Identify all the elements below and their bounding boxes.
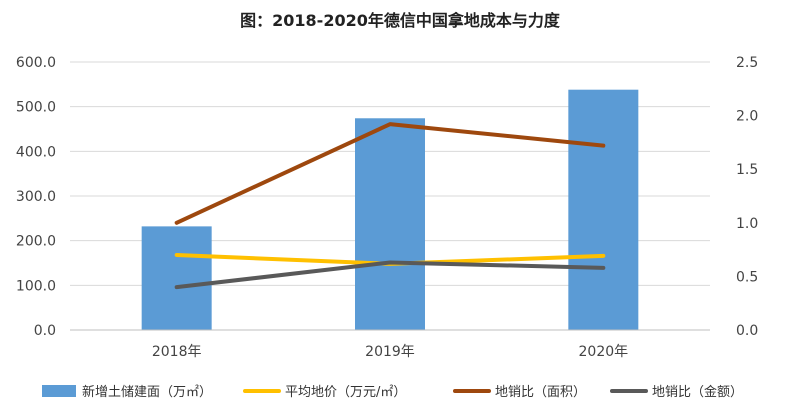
bar xyxy=(355,118,425,330)
chart-title: 图：2018-2020年德信中国拿地成本与力度 xyxy=(240,11,561,30)
line-series-path xyxy=(174,260,606,290)
y-left-tick-label: 100.0 xyxy=(16,278,56,294)
y-right-tick-label: 0.0 xyxy=(736,323,758,339)
y-left-tick-label: 200.0 xyxy=(16,234,56,250)
legend-label: 新增土储建面（万㎡） xyxy=(82,384,212,400)
x-axis: 2018年 2019年 2020年 xyxy=(70,329,710,360)
legend-swatch-bar xyxy=(42,385,76,397)
y-right-tick-label: 2.5 xyxy=(736,55,758,71)
y-right-tick-label: 2.0 xyxy=(736,109,758,125)
y-left-tick-label: 500.0 xyxy=(16,100,56,116)
y-axis-left: 0.0 100.0 200.0 300.0 400.0 500.0 600.0 xyxy=(16,55,56,339)
y-axis-right: 0.0 0.5 1.0 1.5 2.0 2.5 xyxy=(736,55,758,339)
y-left-tick-label: 0.0 xyxy=(34,323,56,339)
legend: 新增土储建面（万㎡） 平均地价（万元/㎡） 地销比（面积） 地销比（金额） xyxy=(42,384,743,400)
line-series-path xyxy=(174,122,606,225)
y-left-tick-label: 400.0 xyxy=(16,144,56,160)
line-series xyxy=(174,122,606,290)
x-tick-label: 2018年 xyxy=(152,344,202,360)
legend-label: 地销比（面积） xyxy=(495,385,586,400)
x-tick-label: 2019年 xyxy=(365,344,415,360)
bar xyxy=(568,89,639,331)
x-tick-label: 2020年 xyxy=(579,344,629,360)
bar-series xyxy=(141,89,639,331)
legend-label: 地销比（金额） xyxy=(652,384,743,400)
y-right-tick-label: 1.0 xyxy=(736,216,758,232)
legend-label: 平均地价（万元/㎡） xyxy=(285,385,406,400)
y-left-tick-label: 300.0 xyxy=(16,189,56,205)
y-right-tick-label: 0.5 xyxy=(736,269,758,285)
y-right-tick-label: 1.5 xyxy=(736,162,758,178)
bar xyxy=(141,226,212,330)
y-left-tick-label: 600.0 xyxy=(16,55,56,71)
